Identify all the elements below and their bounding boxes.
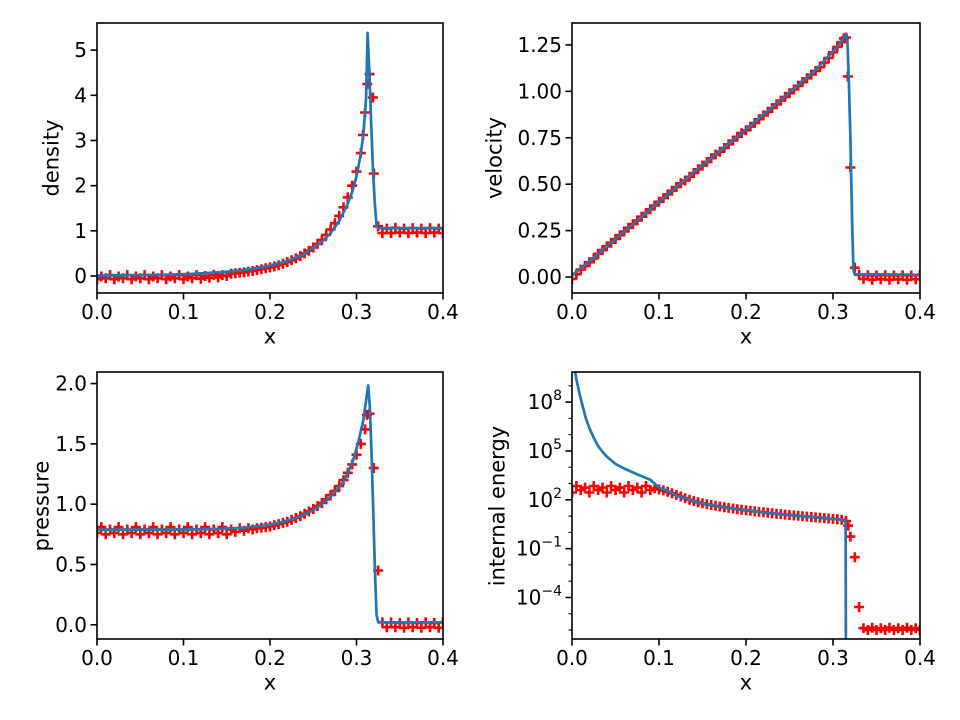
velocity-axes-frame xyxy=(571,22,921,294)
y-tick-label: 1.5 xyxy=(55,432,87,456)
y-tick-label: 0.00 xyxy=(517,265,562,289)
xlabel-velocity: x xyxy=(739,324,753,349)
x-tick-label: 0.1 xyxy=(168,646,200,670)
x-tick-label: 0.3 xyxy=(817,646,849,670)
pressure-tick-labels: 0.0 0.1 0.2 0.3 0.4 0.0 0.5 1.0 1.5 2.0 xyxy=(55,372,459,670)
x-tick-label: 0.4 xyxy=(427,300,459,324)
x-tick-label: 0.2 xyxy=(254,646,286,670)
x-tick-label: 0.4 xyxy=(904,646,936,670)
xlabel-internal-energy: x xyxy=(739,670,753,695)
x-tick-label: 0.1 xyxy=(168,300,200,324)
x-tick-label: 0.0 xyxy=(556,646,588,670)
subplot-velocity: 0.0 0.1 0.2 0.3 0.4 0.00 0.25 0.50 0.75 1.00 1.25 xyxy=(517,22,936,324)
x-tick-label: 0.2 xyxy=(254,300,286,324)
y-tick-label: 0.75 xyxy=(517,126,562,150)
ylabel-pressure: pressure xyxy=(29,460,54,551)
y-tick-label: 0.5 xyxy=(55,552,87,576)
internal-energy-tick-labels: 0.0 0.1 0.2 0.3 0.4 108 105 102 10−1 10−4 xyxy=(516,388,936,670)
x-tick-label: 0.0 xyxy=(556,300,588,324)
y-tick-label: 0.50 xyxy=(517,172,562,196)
y-tick-label: 2 xyxy=(74,174,87,198)
density-tick-labels: 0.0 0.1 0.2 0.3 0.4 0 1 2 3 4 5 xyxy=(74,38,459,324)
density-markers xyxy=(97,69,443,285)
x-tick-label: 0.2 xyxy=(730,646,762,670)
density-axes-frame xyxy=(96,22,444,294)
y-tick-label: 105 xyxy=(528,437,562,463)
subplot-internal-energy: 0.0 0.1 0.2 0.3 0.4 108 105 102 10−1 10−4 xyxy=(516,371,936,670)
ylabel-velocity: velocity xyxy=(482,116,507,200)
x-tick-label: 0.3 xyxy=(341,646,373,670)
x-tick-label: 0.0 xyxy=(81,300,113,324)
velocity-tick-labels: 0.0 0.1 0.2 0.3 0.4 0.00 0.25 0.50 0.75 1.00 1.25 xyxy=(517,33,935,324)
x-tick-label: 0.1 xyxy=(643,646,675,670)
y-tick-label: 10−4 xyxy=(516,583,562,609)
y-tick-label: 0 xyxy=(74,264,87,288)
density-line xyxy=(97,31,443,277)
pressure-ticks xyxy=(90,382,444,646)
ylabel-internal-energy: internal energy xyxy=(485,425,510,586)
x-tick-label: 0.4 xyxy=(427,646,459,670)
y-tick-label: 1.25 xyxy=(517,33,562,57)
y-tick-label: 5 xyxy=(74,38,87,62)
ylabel-density: density xyxy=(39,119,64,197)
y-tick-label: 1.0 xyxy=(55,492,87,516)
subplot-pressure: 0.0 0.1 0.2 0.3 0.4 0.0 0.5 1.0 1.5 2.0 xyxy=(55,371,459,670)
y-tick-label: 1 xyxy=(74,219,87,243)
y-tick-label: 3 xyxy=(74,128,87,152)
x-tick-label: 0.4 xyxy=(904,300,936,324)
x-tick-label: 0.2 xyxy=(730,300,762,324)
x-tick-label: 0.0 xyxy=(81,646,113,670)
y-tick-label: 102 xyxy=(528,486,562,512)
pressure-markers xyxy=(97,408,443,633)
y-tick-label: 10−1 xyxy=(516,535,562,561)
y-tick-label: 4 xyxy=(74,83,87,107)
velocity-ticks xyxy=(565,44,921,300)
density-ticks xyxy=(90,49,444,300)
x-tick-label: 0.3 xyxy=(341,300,373,324)
y-tick-label: 108 xyxy=(528,388,562,414)
subplot-density: 0.0 0.1 0.2 0.3 0.4 0 1 2 3 4 5 xyxy=(74,22,459,324)
y-tick-label: 0.0 xyxy=(55,613,87,637)
velocity-line xyxy=(572,32,920,277)
internal-energy-markers xyxy=(572,481,920,635)
xlabel-pressure: x xyxy=(263,670,277,695)
velocity-markers xyxy=(572,32,920,285)
x-tick-label: 0.3 xyxy=(817,300,849,324)
internal-energy-line xyxy=(573,372,848,639)
x-tick-label: 0.1 xyxy=(643,300,675,324)
internal-energy-ticks xyxy=(565,385,921,646)
y-tick-label: 0.25 xyxy=(517,219,562,243)
y-tick-label: 1.00 xyxy=(517,79,562,103)
xlabel-density: x xyxy=(263,324,277,349)
y-tick-label: 2.0 xyxy=(55,372,87,396)
pressure-line xyxy=(97,384,443,624)
pressure-axes-frame xyxy=(96,371,444,640)
